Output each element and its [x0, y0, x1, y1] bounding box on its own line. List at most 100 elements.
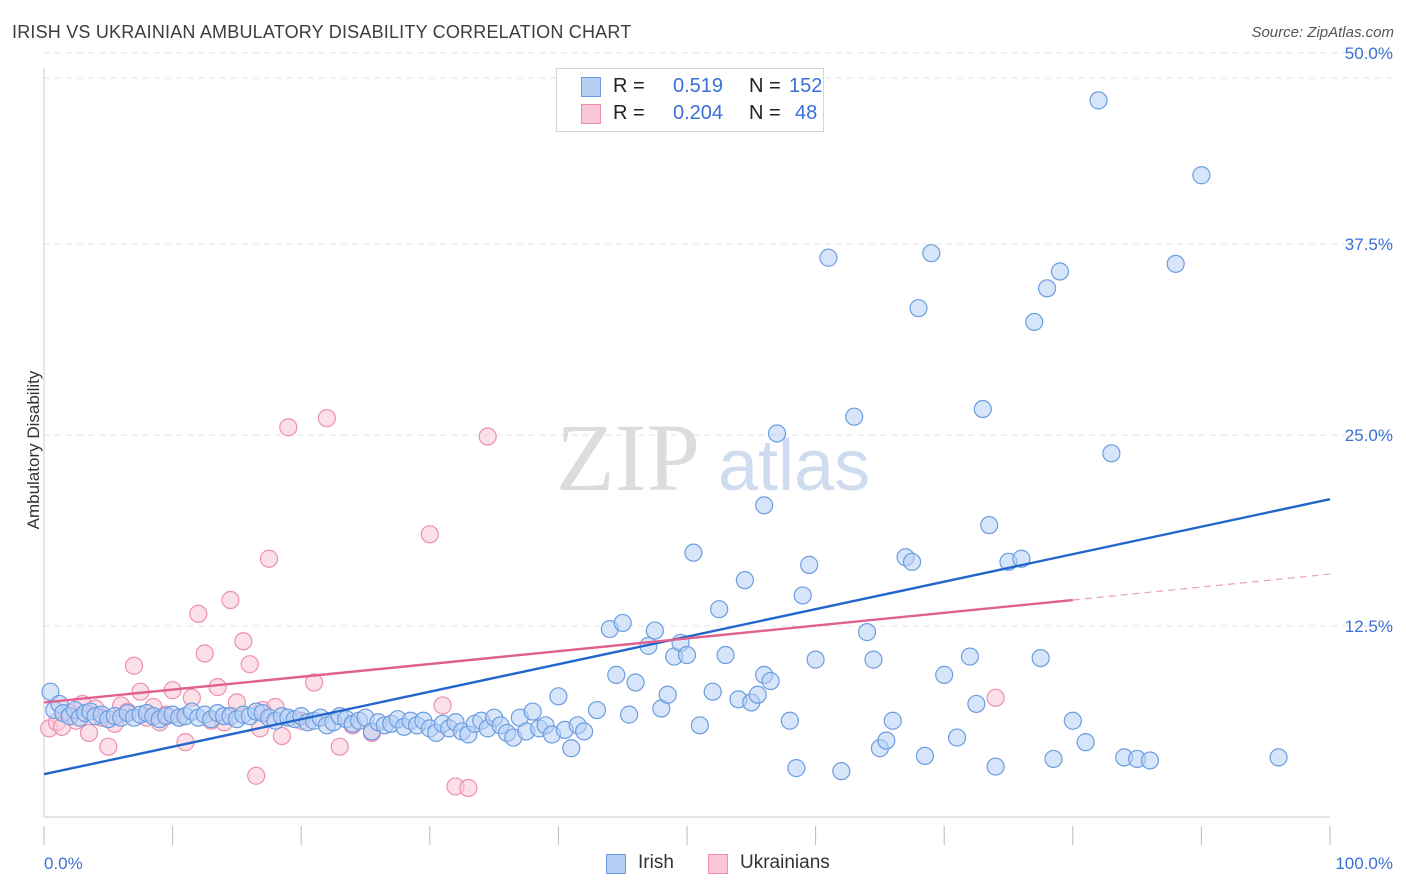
irish-point [800, 555, 819, 574]
irish-point [523, 702, 542, 721]
irish-point [1076, 733, 1095, 752]
irish-point [960, 647, 980, 666]
irish-point [1192, 166, 1211, 185]
irish-point [877, 731, 896, 750]
irish-point [1063, 711, 1082, 730]
irish-point [1044, 749, 1063, 769]
irish-point [677, 645, 697, 665]
ukrainians-n-label: N = [749, 102, 781, 124]
irish-n-label: N = [749, 75, 781, 97]
chart-title: IRISH VS UKRAINIAN AMBULATORY DISABILITY… [12, 22, 632, 42]
ukrainians-trend-extension [1072, 573, 1331, 601]
watermark-atlas: atlas [718, 426, 870, 506]
irish-point [748, 685, 767, 704]
irish-point [909, 299, 928, 318]
irish-point [1037, 279, 1057, 298]
irish-point [935, 665, 954, 684]
y-tick-label: 50.0% [1345, 44, 1393, 63]
irish-point [626, 673, 645, 692]
ukrainians-point [99, 737, 118, 756]
ukrainians-r-value: 0.204 [673, 102, 724, 124]
ukrainians-point [221, 590, 240, 610]
ukrainians-point [986, 688, 1005, 707]
irish-point [973, 399, 992, 419]
irish-point [845, 407, 864, 426]
irish-point [755, 496, 774, 515]
trend-lines [43, 498, 1331, 776]
tick-labels: 12.5% 25.0% 37.5% 50.0% 0.0% 100.0% [44, 44, 1393, 873]
ukrainians-point [459, 778, 478, 798]
irish-point [1166, 254, 1185, 273]
irish-point [922, 244, 941, 263]
ukrainians-point [208, 678, 227, 697]
ukrainians-swatch [581, 104, 601, 124]
irish-point [716, 645, 735, 665]
ukrainians-point [433, 696, 452, 715]
ukrainians-point [195, 644, 214, 663]
y-tick-label: 12.5% [1345, 617, 1393, 636]
irish-point [684, 543, 703, 562]
irish-point [549, 687, 568, 706]
ukrainians-point [234, 632, 253, 651]
y-axis-label: Ambulatory Disability [24, 370, 43, 530]
ukrainians-point [478, 427, 497, 446]
irish-point [1102, 444, 1121, 463]
irish-point [575, 722, 594, 741]
legend-irish-swatch [606, 854, 626, 874]
y-tick-label: 25.0% [1345, 426, 1393, 445]
legend-ukrainians-swatch [708, 854, 728, 874]
ukrainians-r-label: R = [613, 102, 645, 124]
irish-point [1269, 748, 1288, 767]
ukrainians-point [272, 726, 292, 746]
stats-legend: R = 0.519 N = 152 R = 0.204 N = 48 [556, 68, 824, 132]
ukrainians-point [420, 525, 439, 544]
ukrainians-point [247, 766, 266, 785]
watermark-zip: ZIP [556, 404, 700, 511]
irish-point [735, 571, 754, 590]
irish-point [832, 762, 851, 781]
chart-source: Source: ZipAtlas.com [1251, 24, 1394, 41]
irish-point [710, 600, 729, 619]
irish-point [1089, 91, 1108, 110]
irish-point [613, 613, 632, 633]
irish-point [883, 711, 902, 730]
irish-point [767, 424, 787, 443]
irish-trend-line [43, 498, 1331, 776]
irish-point [607, 665, 626, 684]
irish-point [864, 650, 883, 669]
irish-point [967, 694, 986, 714]
irish-point [780, 711, 799, 730]
data-points [40, 91, 1288, 798]
irish-point [690, 716, 709, 735]
ukrainians-point [304, 673, 324, 692]
watermark: ZIP atlas [556, 404, 870, 511]
irish-point [703, 682, 722, 701]
irish-point [645, 621, 664, 640]
irish-r-value: 0.519 [673, 75, 724, 97]
ukrainians-point [79, 723, 99, 743]
irish-point [806, 650, 825, 669]
y-tick-label: 37.5% [1345, 235, 1393, 254]
ukrainians-point [189, 604, 208, 623]
legend-ukrainians-label: Ukrainians [740, 852, 830, 873]
irish-point [1025, 312, 1044, 332]
irish-r-label: R = [613, 75, 645, 97]
irish-point [1140, 751, 1160, 770]
ukrainians-point [330, 737, 349, 756]
irish-point [980, 516, 999, 535]
irish-point [1012, 549, 1031, 568]
irish-swatch [581, 77, 601, 97]
irish-point [620, 705, 639, 724]
irish-point [1031, 648, 1050, 668]
irish-point [819, 248, 838, 267]
irish-point [587, 700, 607, 720]
irish-point [915, 746, 935, 765]
ukrainians-point [240, 655, 259, 674]
irish-point [658, 685, 677, 704]
irish-point [793, 586, 812, 605]
x-tick-label: 0.0% [44, 854, 83, 873]
irish-point [761, 671, 780, 691]
irish-point [562, 739, 581, 758]
ukrainians-point [259, 549, 279, 568]
